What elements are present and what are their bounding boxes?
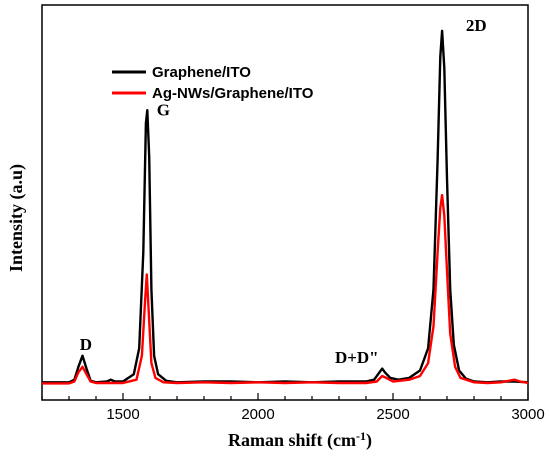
x-axis-title-tail: ) [366,430,372,451]
series-layer [42,29,529,385]
x-tick-label: 1500 [106,406,139,423]
peak-label-0: D [80,335,92,354]
x-axis-title-main: Raman shift (cm [228,430,356,451]
y-axis-title: Intensity (a.u) [6,164,27,272]
series-line-1 [42,193,529,385]
peak-label-2: D+D" [335,348,379,367]
peak-annotations: D G D+D" 2D [80,16,487,367]
plot-frame [41,4,529,401]
peak-label-3: 2D [466,16,487,35]
x-tick-label: 2000 [241,406,274,423]
legend-label-graphene-ito: Graphene/ITO [152,64,251,81]
peak-label-1: G [157,101,170,120]
legend-label-ag-nws: Ag-NWs/Graphene/ITO [152,85,314,102]
x-axis-title: Raman shift (cm-1) [228,429,372,451]
x-tick-label: 2500 [376,406,409,423]
series-line-0 [42,29,529,384]
legend: Graphene/ITO Ag-NWs/Graphene/ITO [112,64,314,102]
x-tick-label: 3000 [511,406,544,423]
x-axis-title-superscript: -1 [356,429,366,443]
tick-layer: 1500 2000 2500 3000 [41,393,545,423]
